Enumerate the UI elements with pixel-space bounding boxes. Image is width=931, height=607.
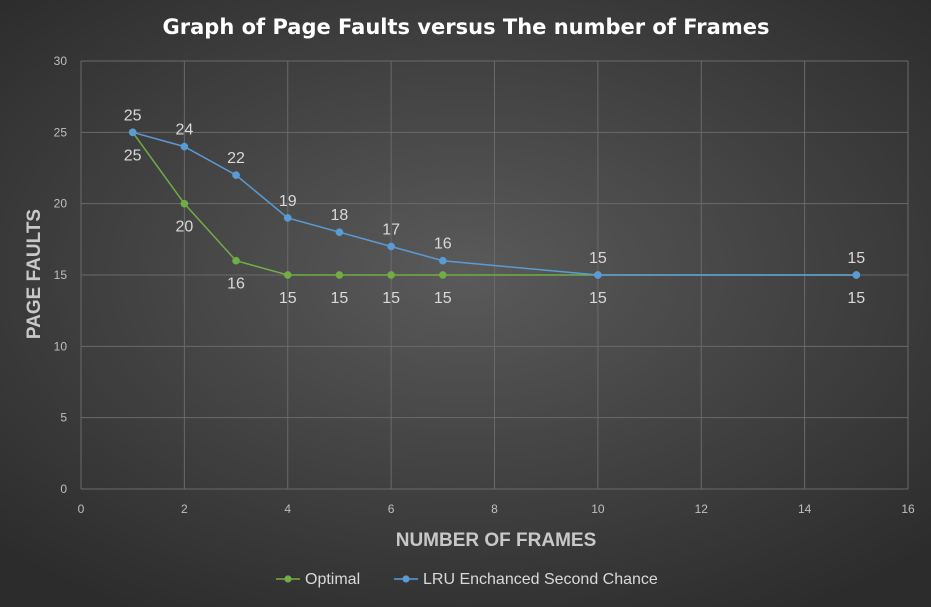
data-point-lru-enchanced-second-chance — [232, 171, 240, 179]
data-label-lru-enchanced-second-chance: 17 — [382, 221, 400, 238]
y-axis-title: PAGE FAULTS — [24, 209, 45, 339]
data-point-lru-enchanced-second-chance — [594, 271, 602, 279]
x-tick-label: 16 — [901, 502, 915, 516]
data-point-lru-enchanced-second-chance — [438, 256, 447, 265]
data-point-optimal — [387, 271, 395, 279]
x-tick-label: 0 — [78, 502, 85, 516]
y-tick-label: 15 — [54, 268, 68, 282]
data-label-optimal: 15 — [847, 290, 865, 307]
data-point-optimal — [335, 271, 344, 279]
series-layer — [128, 128, 861, 279]
data-label-lru-enchanced-second-chance: 22 — [227, 150, 245, 167]
y-tick-label: 25 — [54, 125, 68, 139]
data-label-optimal: 16 — [227, 276, 245, 293]
data-point-optimal — [232, 256, 240, 265]
data-label-lru-enchanced-second-chance: 15 — [589, 250, 607, 267]
legend: Optimal LRU Enchanced Second Chance — [276, 571, 658, 588]
x-axis-title: NUMBER OF FRAMES — [396, 530, 597, 551]
chart-title: Graph of Page Faults versus The number o… — [163, 15, 770, 39]
data-label-lru-enchanced-second-chance: 15 — [847, 250, 865, 267]
x-tick-label: 10 — [591, 502, 605, 516]
data-point-lru-enchanced-second-chance — [180, 142, 189, 151]
x-tick-label: 6 — [388, 502, 395, 516]
data-label-optimal: 15 — [589, 290, 607, 307]
x-tick-label: 4 — [284, 502, 291, 516]
y-tick-label: 30 — [54, 54, 68, 68]
data-point-lru-enchanced-second-chance — [387, 242, 395, 251]
data-label-optimal: 15 — [279, 290, 297, 307]
data-label-lru-enchanced-second-chance: 18 — [331, 207, 349, 224]
data-label-lru-enchanced-second-chance: 25 — [124, 107, 142, 124]
data-label-optimal: 20 — [175, 219, 193, 236]
y-tick-label: 20 — [54, 197, 68, 211]
data-label-optimal: 15 — [434, 290, 452, 307]
y-tick-label: 5 — [60, 411, 67, 425]
x-tick-label: 2 — [181, 502, 188, 516]
data-label-lru-enchanced-second-chance: 16 — [434, 236, 452, 253]
legend-marker-optimal — [284, 575, 292, 583]
data-point-lru-enchanced-second-chance — [128, 128, 137, 137]
y-tick-label: 10 — [54, 339, 68, 353]
data-point-lru-enchanced-second-chance — [335, 228, 344, 237]
data-label-lru-enchanced-second-chance: 24 — [175, 122, 193, 139]
data-label-optimal: 15 — [331, 290, 349, 307]
data-point-optimal — [283, 271, 292, 279]
x-tick-label: 8 — [491, 502, 498, 516]
data-point-optimal — [180, 199, 189, 208]
y-tick-label: 0 — [60, 482, 67, 496]
x-tick-label: 12 — [695, 502, 709, 516]
data-label-lru-enchanced-second-chance: 19 — [279, 193, 297, 210]
data-label-optimal: 15 — [382, 290, 400, 307]
data-point-optimal — [438, 271, 447, 279]
data-point-lru-enchanced-second-chance — [283, 214, 292, 222]
data-point-lru-enchanced-second-chance — [852, 271, 861, 279]
legend-marker-lru-enchanced-second-chance — [402, 575, 410, 583]
x-tick-label: 14 — [798, 502, 812, 516]
data-labels: 25 20 16 15 15 15 15 15 15 25 24 22 19 18 17 16 15 15 — [124, 107, 866, 307]
data-label-optimal: 25 — [124, 147, 142, 164]
legend-label-optimal: Optimal — [305, 571, 360, 588]
legend-label-lru-enchanced-second-chance: LRU Enchanced Second Chance — [423, 571, 658, 588]
